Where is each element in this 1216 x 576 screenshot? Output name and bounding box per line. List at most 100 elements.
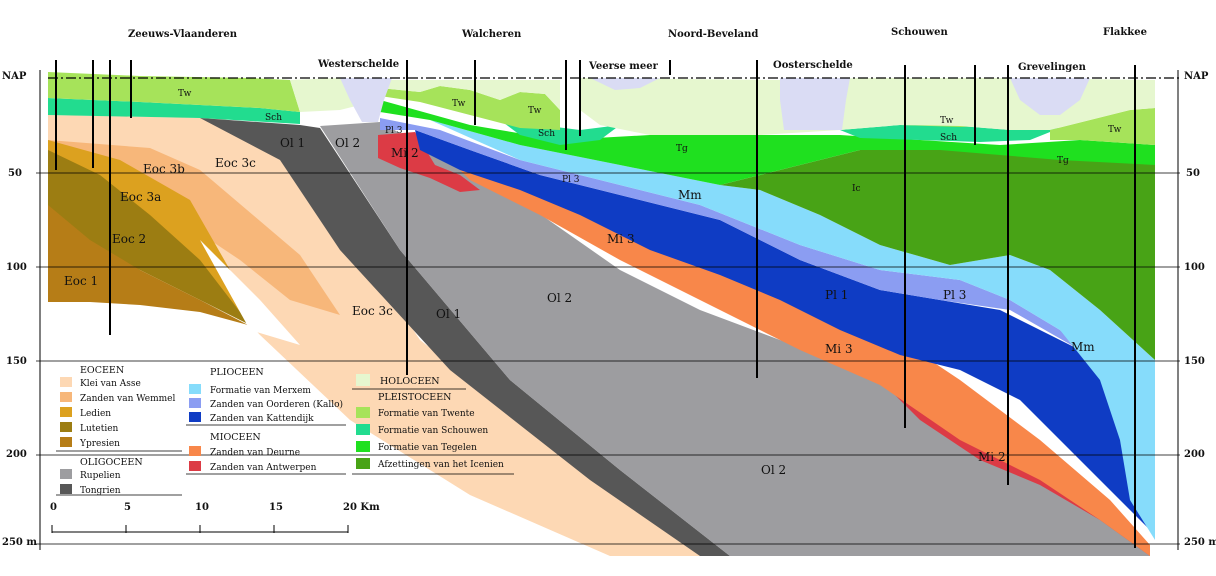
region-noord-beveland: Noord-Beveland: [668, 29, 758, 40]
legend-plioceen-title: PLIOCEEN: [210, 367, 264, 378]
stratum-gap: [200, 240, 300, 345]
stratum-tegelen: [380, 100, 1155, 185]
channel-veerse-meer: [590, 78, 660, 90]
legend-item-formatie-van-merxem: Formatie van Merxem: [210, 386, 311, 396]
scale-label-20-km: 20 Km: [343, 502, 380, 513]
unit-label-sch-schouwen: Sch: [940, 133, 957, 143]
region-schouwen: Schouwen: [891, 27, 948, 38]
unit-label-mi3-east: Mi 3: [825, 342, 853, 356]
depth-label-nap: NAP: [2, 71, 27, 82]
unit-label-eoc3a: Eoc 3a: [120, 190, 161, 204]
legend-swatch: [60, 407, 72, 417]
unit-label-mi2: Mi 2: [391, 146, 419, 160]
depth-label-200: 200: [1184, 449, 1205, 460]
stratum-icenien: [720, 145, 1155, 360]
stratum-ypresien: [48, 205, 248, 325]
legend-item-formatie-van-tegelen: Formatie van Tegelen: [378, 443, 477, 453]
legend-swatch: [60, 484, 72, 494]
legend-swatch: [356, 374, 370, 386]
unit-label-mm: Mm: [678, 188, 702, 202]
legend-item-zanden-van-antwerpen: Zanden van Antwerpen: [210, 463, 317, 473]
stratum-twente-walcheren: [380, 86, 560, 130]
legend-swatch: [60, 437, 72, 447]
scale-label-0: 0: [50, 502, 57, 513]
stratum-zanden-van-deurne: [440, 150, 1150, 556]
unit-label-tw: Tw: [178, 89, 192, 99]
scale-label-15: 15: [269, 502, 283, 513]
legend-swatch: [60, 469, 72, 479]
channel-westerschelde: [340, 78, 392, 122]
legend-item-afzettingen-van-het-icenien: Afzettingen van het Icenien: [377, 460, 504, 470]
depth-label-100: 100: [1184, 262, 1205, 273]
unit-label-pl3: Pl 3: [385, 126, 403, 136]
unit-label-tw-schouwen: Tw: [940, 116, 954, 126]
unit-label-eoc3c: Eoc 3c: [215, 156, 256, 170]
channel-oosterschelde: [780, 78, 850, 130]
depth-label-150: 150: [6, 356, 27, 367]
stratum-holoceen-walcheren: [380, 80, 560, 110]
depth-labels-right: NAP 50 100 150 200 250 m: [1184, 71, 1216, 548]
legend-swatch: [189, 398, 201, 408]
stratum-zanden-van-antwerpen: [378, 132, 480, 192]
legend-item-zanden-van-oorderen: Zanden van Oorderen (Kallo): [210, 399, 343, 410]
unit-label-eoc3b: Eoc 3b: [143, 162, 185, 176]
legend-item-formatie-van-schouwen: Formatie van Schouwen: [378, 426, 488, 436]
unit-label-tg: Tg: [676, 144, 688, 154]
legend-swatch: [356, 407, 370, 418]
depth-label-50: 50: [1186, 168, 1200, 179]
unit-label-pl3-east: Pl 3: [943, 288, 966, 302]
legend-oligoceen-title: OLIGOCEEN: [80, 457, 143, 468]
depth-label-100: 100: [6, 262, 27, 273]
channel-grevelingen: [1010, 78, 1090, 115]
stratum-holoceen-east: [580, 78, 1155, 135]
boreholes: [55, 60, 1136, 548]
stratum-tongrien: [200, 118, 730, 556]
unit-label-mm-east: Mm: [1071, 340, 1095, 354]
depth-label-200: 200: [6, 449, 27, 460]
scale-label-5: 5: [124, 502, 131, 513]
unit-label-ol1-lower: Ol 1: [436, 307, 461, 321]
unit-label-eoc1: Eoc 1: [64, 274, 98, 288]
legend-swatch: [60, 392, 72, 402]
depth-label-150: 150: [1184, 356, 1205, 367]
region-westerschelde: Westerschelde: [317, 59, 399, 70]
legend-swatch: [189, 461, 201, 471]
legend-eoceen-title: EOCEEN: [80, 365, 124, 376]
legend-item-rupelien: Rupelien: [80, 471, 121, 481]
scale-label-10: 10: [195, 502, 209, 513]
unit-label-ol1: Ol 1: [280, 136, 305, 150]
legend-item-klei-van-asse: Klei van Asse: [80, 379, 141, 389]
legend-swatch: [356, 441, 370, 452]
legend-item-lutetien: Lutetien: [80, 424, 119, 434]
stratum-twente-flakkee: [1050, 108, 1155, 145]
depth-label-250: 250 m: [1184, 537, 1216, 548]
unit-label-ol2-lower: Ol 2: [761, 463, 786, 477]
depth-grid: [36, 172, 1180, 545]
depth-label-250: 250 m: [2, 537, 37, 548]
legend-item-tongrien: Tongrien: [80, 486, 121, 496]
legend-item-ypresien: Ypresien: [79, 439, 120, 449]
legend-item-ledien: Ledien: [80, 409, 111, 419]
unit-label-tw-walcheren: Tw: [452, 99, 466, 109]
legend-swatch: [189, 384, 201, 394]
legend-swatch: [60, 377, 72, 387]
region-zeeuws-vlaanderen: Zeeuws-Vlaanderen: [128, 29, 238, 40]
strata: [48, 72, 1155, 556]
region-walcheren: Walcheren: [461, 29, 522, 40]
depth-label-50: 50: [8, 168, 22, 179]
unit-label-ol2-center: Ol 2: [547, 291, 572, 305]
unit-label-pl1: Pl 1: [825, 288, 848, 302]
unit-label-tw-flakkee: Tw: [1108, 125, 1122, 135]
region-labels: Zeeuws-Vlaanderen Westerschelde Walchere…: [128, 27, 1147, 73]
legend-mioceen-title: MIOCEEN: [210, 432, 261, 443]
unit-label-eoc2: Eoc 2: [112, 232, 146, 246]
unit-label-eoc3c-lower: Eoc 3c: [352, 304, 393, 318]
unit-label-mi2-east: Mi 2: [978, 450, 1006, 464]
legend-swatch: [60, 422, 72, 432]
stratum-rupelien: [320, 122, 1150, 556]
region-flakkee: Flakkee: [1103, 27, 1147, 38]
legend: EOCEEN Klei van Asse Zanden van Wemmel L…: [56, 365, 514, 496]
stratum-lutetien: [48, 150, 250, 325]
stratum-formatie-van-merxem: [430, 120, 1155, 540]
